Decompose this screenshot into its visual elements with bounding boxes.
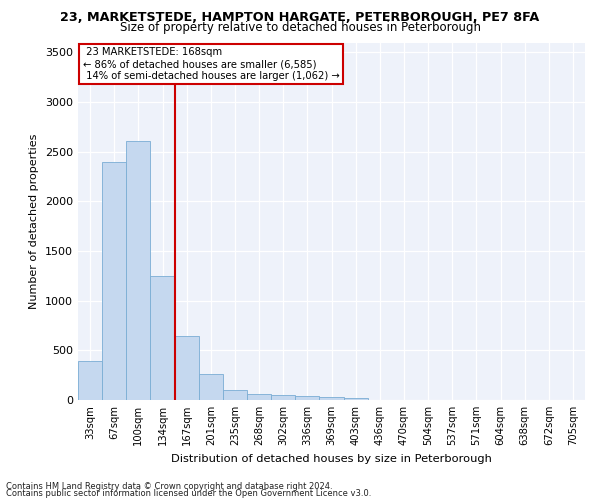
Bar — [199, 374, 223, 400]
Text: 23 MARKETSTEDE: 168sqm
← 86% of detached houses are smaller (6,585)
 14% of semi: 23 MARKETSTEDE: 168sqm ← 86% of detached… — [83, 48, 340, 80]
Bar — [319, 397, 344, 400]
X-axis label: Distribution of detached houses by size in Peterborough: Distribution of detached houses by size … — [171, 454, 492, 464]
Bar — [295, 396, 319, 400]
Bar — [126, 141, 151, 400]
Bar — [78, 362, 102, 400]
Bar — [223, 390, 247, 400]
Bar — [151, 276, 175, 400]
Text: Size of property relative to detached houses in Peterborough: Size of property relative to detached ho… — [119, 21, 481, 34]
Bar — [102, 162, 126, 400]
Bar — [247, 394, 271, 400]
Bar — [344, 398, 368, 400]
Text: 23, MARKETSTEDE, HAMPTON HARGATE, PETERBOROUGH, PE7 8FA: 23, MARKETSTEDE, HAMPTON HARGATE, PETERB… — [61, 11, 539, 24]
Y-axis label: Number of detached properties: Number of detached properties — [29, 134, 40, 309]
Bar — [271, 394, 295, 400]
Text: Contains public sector information licensed under the Open Government Licence v3: Contains public sector information licen… — [6, 490, 371, 498]
Text: Contains HM Land Registry data © Crown copyright and database right 2024.: Contains HM Land Registry data © Crown c… — [6, 482, 332, 491]
Bar — [175, 336, 199, 400]
